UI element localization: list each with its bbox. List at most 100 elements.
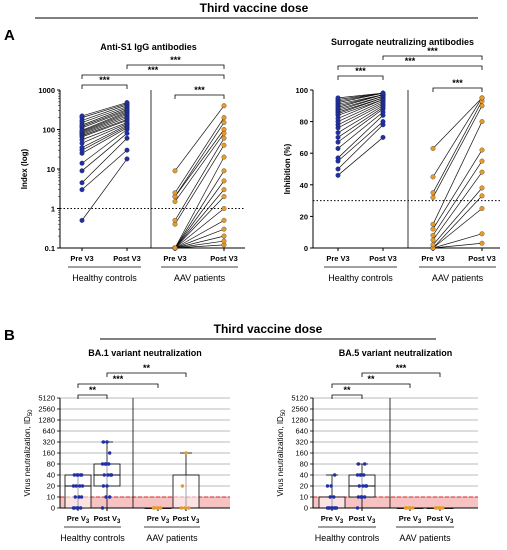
- y-tick-label: 100: [295, 86, 308, 95]
- pair-line: [337, 103, 384, 129]
- y-tick-label: 100: [42, 126, 55, 135]
- panel-label-a: A: [4, 27, 15, 44]
- data-point-post: [124, 147, 130, 153]
- pair-line: [174, 244, 225, 249]
- data-point-pre: [430, 226, 436, 232]
- significance-bracket: [382, 55, 483, 60]
- data-point-pre: [79, 187, 85, 193]
- significance-label: **: [367, 374, 375, 384]
- y-tick-label: 80: [300, 460, 308, 469]
- data-point: [105, 484, 109, 488]
- data-point-post: [380, 119, 386, 125]
- data-point: [329, 484, 333, 488]
- group-label-aav-patients: AAV patients: [146, 533, 198, 543]
- data-point-post: [221, 127, 227, 132]
- data-point-pre: [172, 199, 178, 204]
- data-point-pre: [335, 172, 341, 178]
- data-point-pre: [430, 237, 436, 243]
- significance-bracket: [361, 372, 441, 377]
- data-point: [108, 451, 112, 455]
- data-point-post: [479, 185, 485, 191]
- chart-anti-s1-igg: Anti-S1 IgG antibodies 0.1 1 10 100 1000 Index…: [20, 42, 245, 283]
- pair-line: [337, 99, 384, 116]
- pair-line: [174, 156, 225, 249]
- x-tick-label-subscript: 3: [166, 519, 170, 525]
- data-point: [356, 462, 361, 466]
- pair-line: [432, 233, 483, 249]
- x-tick-label: Post V3: [349, 514, 376, 525]
- data-point-post: [221, 238, 227, 244]
- data-point-pre: [430, 146, 436, 151]
- data-point: [156, 506, 160, 510]
- data-point-pre: [430, 232, 436, 238]
- data-point-post: [221, 135, 227, 141]
- pair-line: [432, 149, 483, 230]
- title-top: Third vaccine dose: [200, 1, 309, 15]
- y-tick-label: 80: [47, 460, 55, 469]
- data-point: [100, 462, 105, 466]
- data-point-post: [221, 187, 227, 193]
- data-point: [363, 495, 367, 499]
- data-point: [180, 484, 185, 488]
- data-point-post: [221, 103, 227, 109]
- data-point: [80, 484, 85, 488]
- data-point-post: [479, 119, 485, 125]
- pair-line: [81, 133, 128, 172]
- pair-line: [174, 170, 225, 249]
- data-point: [101, 484, 106, 488]
- y-tick-label: 5120: [291, 394, 308, 403]
- pair-line: [432, 242, 483, 249]
- data-point: [362, 473, 366, 477]
- x-tick-label-subscript: 3: [117, 519, 121, 525]
- data-point-post: [221, 115, 227, 121]
- x-tick-label: Post V3: [173, 514, 200, 525]
- y-axis-label: Virus neutralization, ID50: [23, 409, 34, 497]
- significance-label: **: [343, 385, 351, 395]
- pair-line: [81, 126, 128, 151]
- data-point: [331, 506, 335, 510]
- pair-line: [174, 240, 225, 249]
- y-tick-label: 20: [300, 212, 308, 221]
- pair-line: [337, 111, 384, 149]
- y-tick-label: 1000: [38, 86, 55, 95]
- pair-line: [432, 100, 483, 193]
- data-point-pre: [430, 242, 436, 248]
- x-tick-label: Pre V3: [421, 254, 444, 263]
- pair-line: [337, 107, 384, 138]
- data-point-post: [380, 134, 386, 140]
- panel-label-b: B: [4, 327, 15, 344]
- data-point: [325, 484, 330, 488]
- y-tick-label: 0.1: [45, 244, 55, 253]
- pair-line: [81, 123, 128, 144]
- data-point-pre: [172, 217, 178, 223]
- data-point: [355, 473, 360, 477]
- y-tick-label: 2560: [291, 405, 308, 414]
- data-point: [361, 484, 365, 488]
- data-point: [364, 484, 369, 488]
- pair-line: [337, 105, 384, 133]
- data-point: [404, 506, 409, 510]
- x-tick-label-subscript: 3: [86, 519, 90, 525]
- significance-bracket: [432, 87, 483, 92]
- data-point: [359, 473, 363, 477]
- x-tick-label-main: Pre V: [399, 514, 418, 523]
- pair-line: [432, 171, 483, 241]
- pair-line: [81, 104, 128, 121]
- data-point-post: [479, 240, 485, 246]
- significance-bracket: [77, 394, 108, 399]
- data-point-post: [221, 168, 227, 174]
- x-tick-label: Post V3: [427, 514, 454, 525]
- pair-line: [432, 208, 483, 249]
- x-tick-label: Pre V3: [163, 254, 186, 263]
- data-point: [71, 484, 76, 488]
- significance-label: ***: [452, 78, 463, 88]
- data-point: [183, 506, 187, 510]
- data-point-post: [221, 154, 227, 160]
- data-point: [79, 473, 84, 477]
- pair-line: [81, 158, 128, 221]
- y-axis-label: Inhibition (%): [283, 143, 292, 194]
- x-tick-label-main: Pre V: [67, 514, 86, 523]
- significance-bracket: [81, 74, 225, 79]
- pair-line: [432, 121, 483, 225]
